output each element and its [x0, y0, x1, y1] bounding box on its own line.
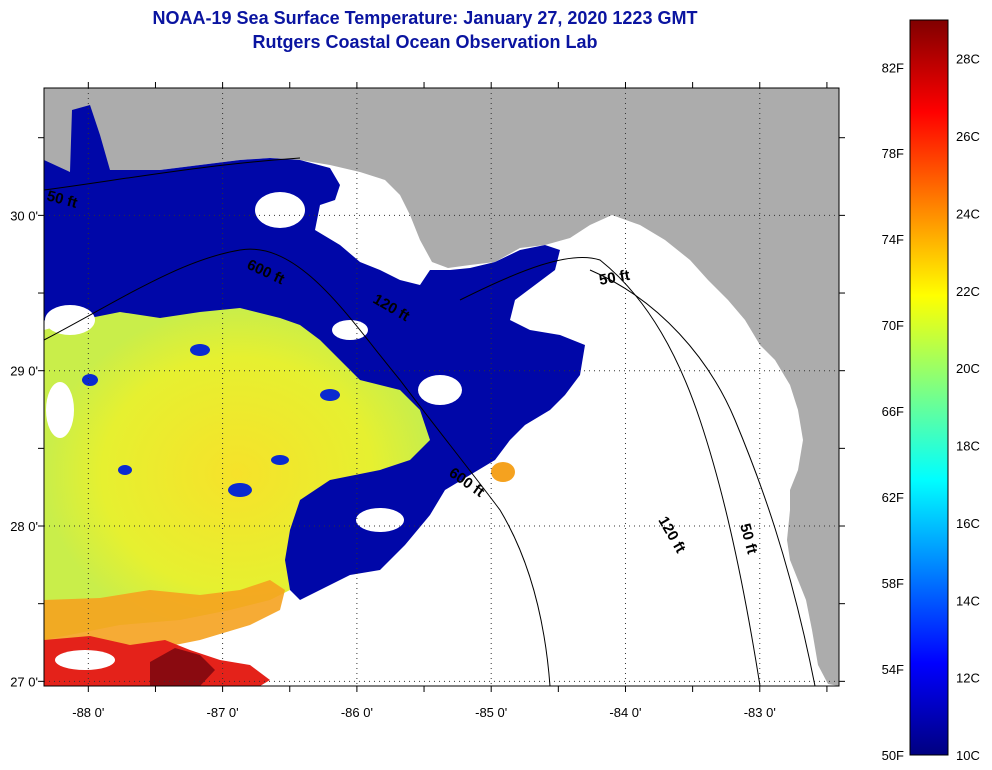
lon-tick-label: -85 0' [475, 705, 507, 720]
celsius-label: 10C [956, 748, 980, 763]
lon-tick-label: -84 0' [609, 705, 641, 720]
warm-patch [491, 462, 515, 482]
fahrenheit-label: 78F [882, 146, 904, 161]
fahrenheit-label: 82F [882, 60, 904, 75]
lon-tick-label: -86 0' [341, 705, 373, 720]
color-bar-scale [909, 19, 949, 756]
lat-tick-label: 27 0' [10, 674, 38, 689]
celsius-label: 26C [956, 129, 980, 144]
dark-red-water [150, 648, 215, 686]
lat-tick-label: 29 0' [10, 364, 38, 379]
lon-tick-label: -88 0' [72, 705, 104, 720]
celsius-label: 16C [956, 516, 980, 531]
celsius-label: 12C [956, 671, 980, 686]
celsius-label: 20C [956, 361, 980, 376]
cloud-gaps [45, 192, 462, 670]
lon-tick-label: -87 0' [207, 705, 239, 720]
celsius-label: 28C [956, 52, 980, 67]
celsius-label: 22C [956, 284, 980, 299]
fahrenheit-scale: 82F 78F 74F 70F 66F 62F 58F 54F 50F [882, 60, 904, 763]
fahrenheit-label: 66F [882, 404, 904, 419]
frame-ticks [38, 82, 845, 692]
celsius-label: 14C [956, 593, 980, 608]
bathymetry-contours [44, 157, 816, 686]
celsius-label: 24C [956, 206, 980, 221]
land-mass [44, 88, 839, 686]
map-title: NOAA-19 Sea Surface Temperature: January… [152, 8, 698, 28]
contour-label: 50 ft [598, 267, 631, 289]
cloud-specks [82, 344, 340, 497]
fahrenheit-label: 54F [882, 662, 904, 677]
map-frame [43, 87, 840, 687]
latitude-labels: 27 0' 28 0' 29 0' 30 0' [10, 208, 38, 689]
fahrenheit-label: 74F [882, 232, 904, 247]
fahrenheit-label: 62F [882, 490, 904, 505]
fahrenheit-label: 58F [882, 576, 904, 591]
longitude-labels: -88 0' -87 0' -86 0' -85 0' -84 0' -83 0' [72, 705, 776, 720]
lat-tick-label: 30 0' [10, 208, 38, 223]
lon-tick-label: -83 0' [744, 705, 776, 720]
lat-tick-label: 28 0' [10, 519, 38, 534]
celsius-label: 18C [956, 439, 980, 454]
fahrenheit-label: 70F [882, 318, 904, 333]
celsius-scale: 28C 26C 24C 22C 20C 18C 16C 14C 12C 10C [956, 52, 980, 763]
map-subtitle: Rutgers Coastal Ocean Observation Lab [252, 32, 598, 52]
fahrenheit-label: 50F [882, 748, 904, 763]
